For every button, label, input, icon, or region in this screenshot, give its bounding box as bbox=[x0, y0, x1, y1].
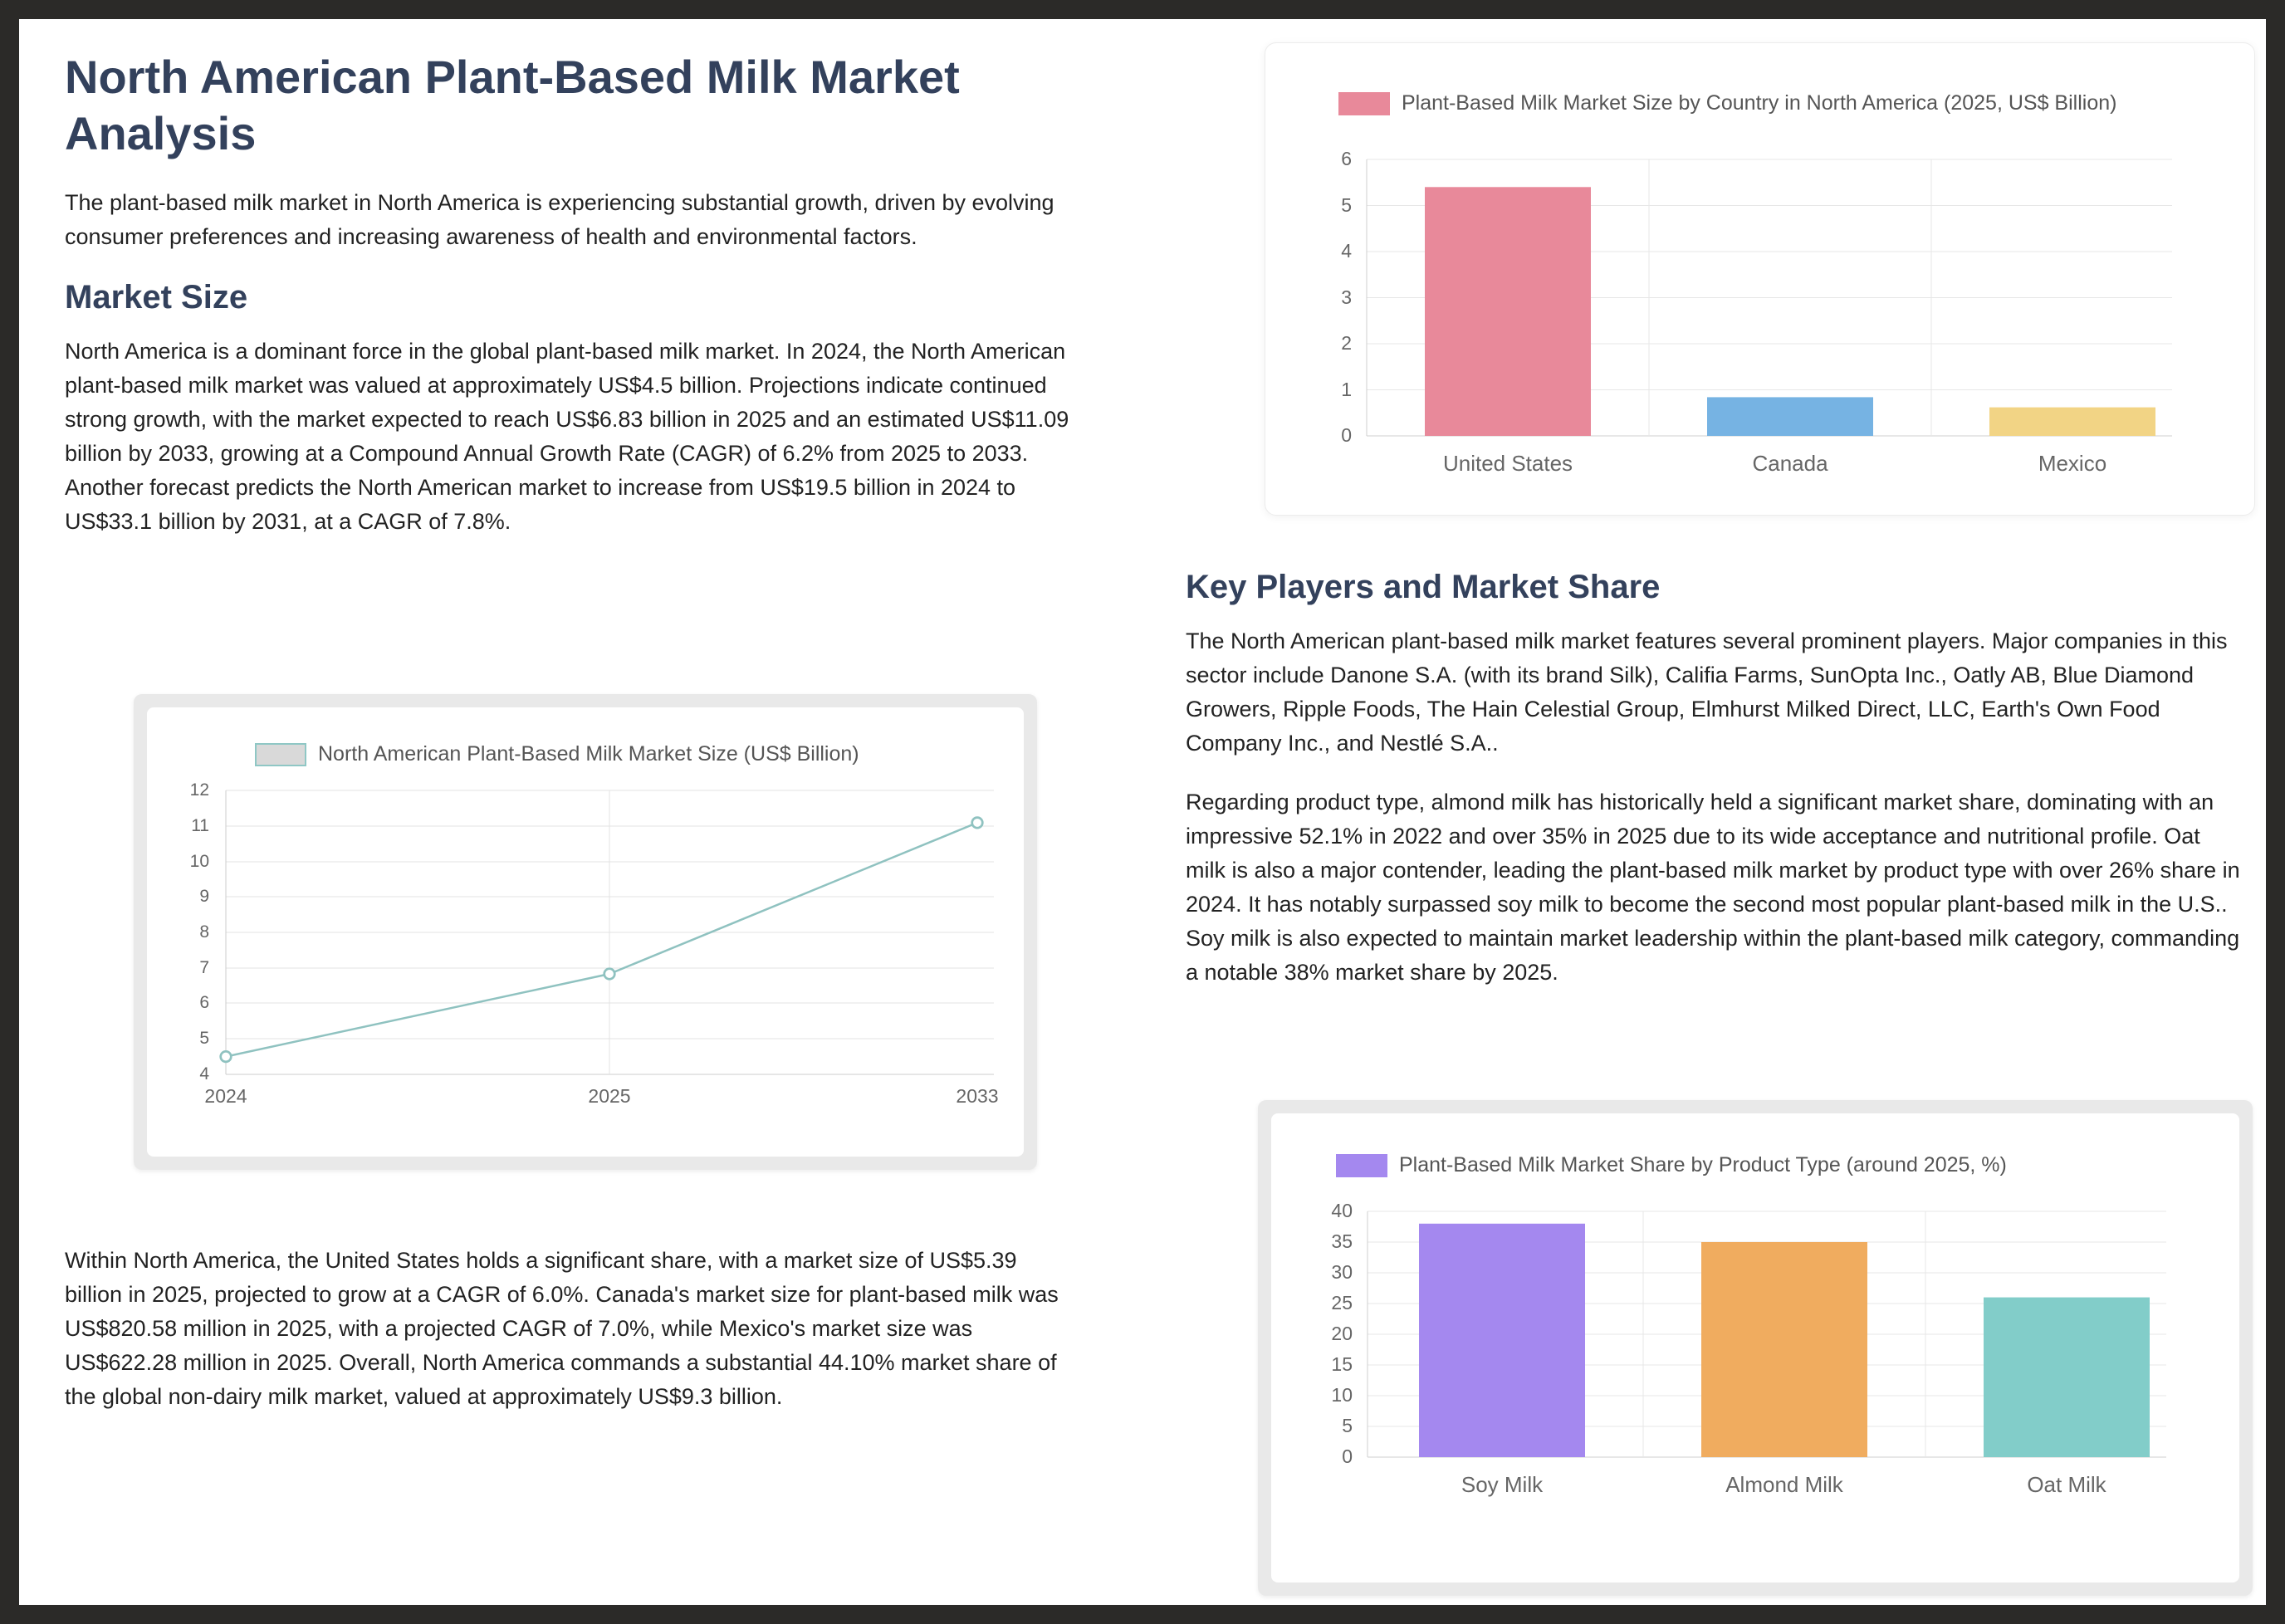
svg-text:35: 35 bbox=[1331, 1230, 1353, 1252]
svg-text:5: 5 bbox=[199, 1029, 209, 1048]
svg-text:6: 6 bbox=[199, 993, 209, 1012]
svg-text:0: 0 bbox=[1341, 424, 1352, 446]
svg-text:0: 0 bbox=[1342, 1445, 1353, 1467]
svg-text:40: 40 bbox=[1331, 1203, 1353, 1221]
svg-text:5: 5 bbox=[1341, 194, 1352, 216]
svg-text:Soy Milk: Soy Milk bbox=[1461, 1472, 1544, 1497]
svg-text:10: 10 bbox=[190, 852, 209, 871]
svg-text:Mexico: Mexico bbox=[2038, 451, 2106, 476]
svg-text:9: 9 bbox=[199, 887, 209, 906]
svg-text:Oat Milk: Oat Milk bbox=[2027, 1472, 2106, 1497]
svg-text:15: 15 bbox=[1331, 1353, 1353, 1375]
svg-text:5: 5 bbox=[1342, 1415, 1353, 1436]
svg-text:1: 1 bbox=[1341, 379, 1352, 400]
svg-text:3: 3 bbox=[1341, 286, 1352, 308]
svg-text:12: 12 bbox=[190, 780, 209, 800]
svg-text:United States: United States bbox=[1443, 451, 1573, 476]
svg-text:25: 25 bbox=[1331, 1292, 1353, 1313]
svg-text:8: 8 bbox=[199, 922, 209, 942]
svg-text:Canada: Canada bbox=[1752, 451, 1828, 476]
svg-text:4: 4 bbox=[199, 1064, 209, 1083]
svg-text:11: 11 bbox=[191, 816, 209, 835]
svg-text:7: 7 bbox=[199, 958, 209, 977]
svg-text:10: 10 bbox=[1331, 1384, 1353, 1406]
svg-text:20: 20 bbox=[1331, 1323, 1353, 1344]
svg-text:6: 6 bbox=[1341, 151, 1352, 169]
svg-text:2024: 2024 bbox=[204, 1085, 247, 1107]
svg-text:30: 30 bbox=[1331, 1261, 1353, 1283]
svg-text:4: 4 bbox=[1341, 240, 1352, 262]
svg-text:2025: 2025 bbox=[588, 1085, 630, 1107]
svg-text:2: 2 bbox=[1341, 332, 1352, 354]
svg-text:2033: 2033 bbox=[956, 1085, 998, 1107]
svg-text:Almond Milk: Almond Milk bbox=[1725, 1472, 1844, 1497]
